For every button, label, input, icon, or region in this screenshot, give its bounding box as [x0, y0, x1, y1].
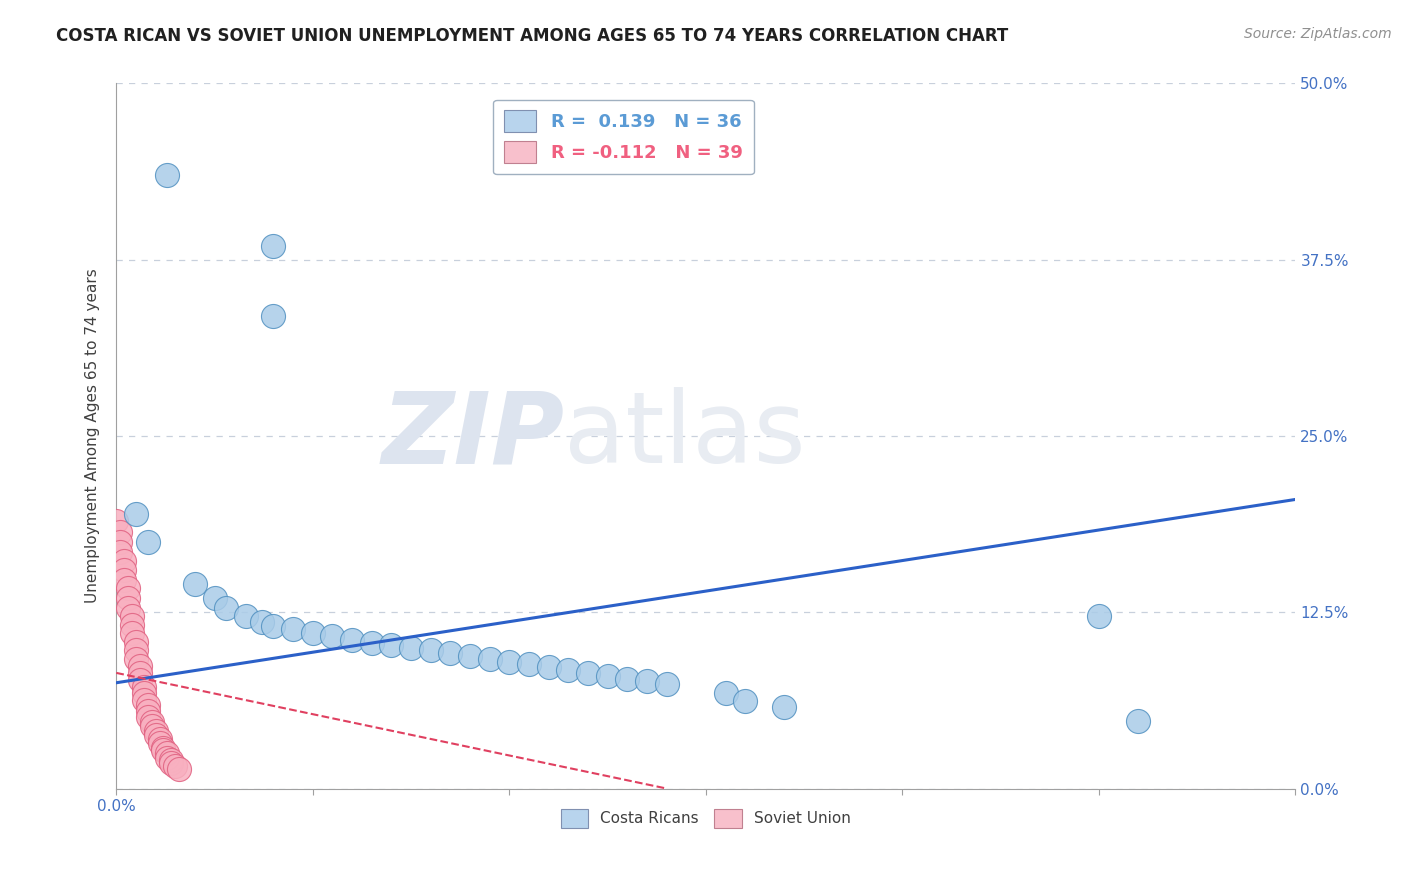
Legend: Costa Ricans, Soviet Union: Costa Ricans, Soviet Union: [554, 803, 858, 834]
Point: [734, 694, 756, 708]
Point: [132, 692, 155, 706]
Point: [458, 648, 481, 663]
Point: [616, 672, 638, 686]
Point: [112, 554, 135, 568]
Point: [145, 723, 167, 738]
Point: [576, 665, 599, 680]
Point: [117, 601, 139, 615]
Point: [537, 660, 560, 674]
Point: [360, 636, 382, 650]
Point: [1128, 714, 1150, 728]
Point: [136, 704, 159, 718]
Point: [160, 753, 183, 767]
Text: ZIP: ZIP: [381, 387, 564, 484]
Point: [478, 652, 501, 666]
Point: [125, 652, 148, 666]
Point: [596, 669, 619, 683]
Point: [160, 756, 183, 771]
Point: [557, 663, 579, 677]
Point: [136, 534, 159, 549]
Point: [321, 629, 343, 643]
Point: [108, 534, 131, 549]
Point: [263, 619, 285, 633]
Point: [117, 591, 139, 606]
Text: Source: ZipAtlas.com: Source: ZipAtlas.com: [1244, 27, 1392, 41]
Point: [152, 740, 174, 755]
Point: [121, 618, 143, 632]
Point: [108, 544, 131, 558]
Point: [121, 609, 143, 624]
Point: [136, 709, 159, 723]
Point: [125, 635, 148, 649]
Point: [498, 655, 520, 669]
Text: COSTA RICAN VS SOVIET UNION UNEMPLOYMENT AMONG AGES 65 TO 74 YEARS CORRELATION C: COSTA RICAN VS SOVIET UNION UNEMPLOYMENT…: [56, 27, 1008, 45]
Point: [112, 573, 135, 587]
Point: [250, 615, 273, 629]
Y-axis label: Unemployment Among Ages 65 to 74 years: Unemployment Among Ages 65 to 74 years: [86, 268, 100, 603]
Point: [235, 609, 257, 624]
Point: [655, 677, 678, 691]
Point: [141, 715, 163, 730]
Point: [215, 601, 238, 615]
Point: [156, 750, 179, 764]
Point: [141, 719, 163, 733]
Point: [128, 673, 150, 687]
Point: [165, 759, 187, 773]
Point: [184, 577, 207, 591]
Point: [105, 514, 128, 528]
Point: [156, 746, 179, 760]
Point: [148, 732, 170, 747]
Point: [281, 622, 304, 636]
Point: [145, 728, 167, 742]
Text: atlas: atlas: [564, 387, 806, 484]
Point: [263, 238, 285, 252]
Point: [108, 524, 131, 539]
Point: [132, 685, 155, 699]
Point: [419, 643, 441, 657]
Point: [263, 309, 285, 323]
Point: [128, 665, 150, 680]
Point: [1088, 609, 1111, 624]
Point: [112, 563, 135, 577]
Point: [148, 736, 170, 750]
Point: [156, 168, 179, 182]
Point: [714, 685, 737, 699]
Point: [399, 640, 422, 655]
Point: [125, 643, 148, 657]
Point: [128, 658, 150, 673]
Point: [517, 657, 540, 672]
Point: [636, 674, 658, 689]
Point: [121, 626, 143, 640]
Point: [773, 699, 796, 714]
Point: [340, 633, 363, 648]
Point: [152, 743, 174, 757]
Point: [204, 591, 226, 606]
Point: [125, 507, 148, 521]
Point: [380, 638, 402, 652]
Point: [167, 762, 190, 776]
Point: [439, 646, 461, 660]
Point: [117, 582, 139, 596]
Point: [132, 680, 155, 694]
Point: [136, 698, 159, 713]
Point: [301, 626, 323, 640]
